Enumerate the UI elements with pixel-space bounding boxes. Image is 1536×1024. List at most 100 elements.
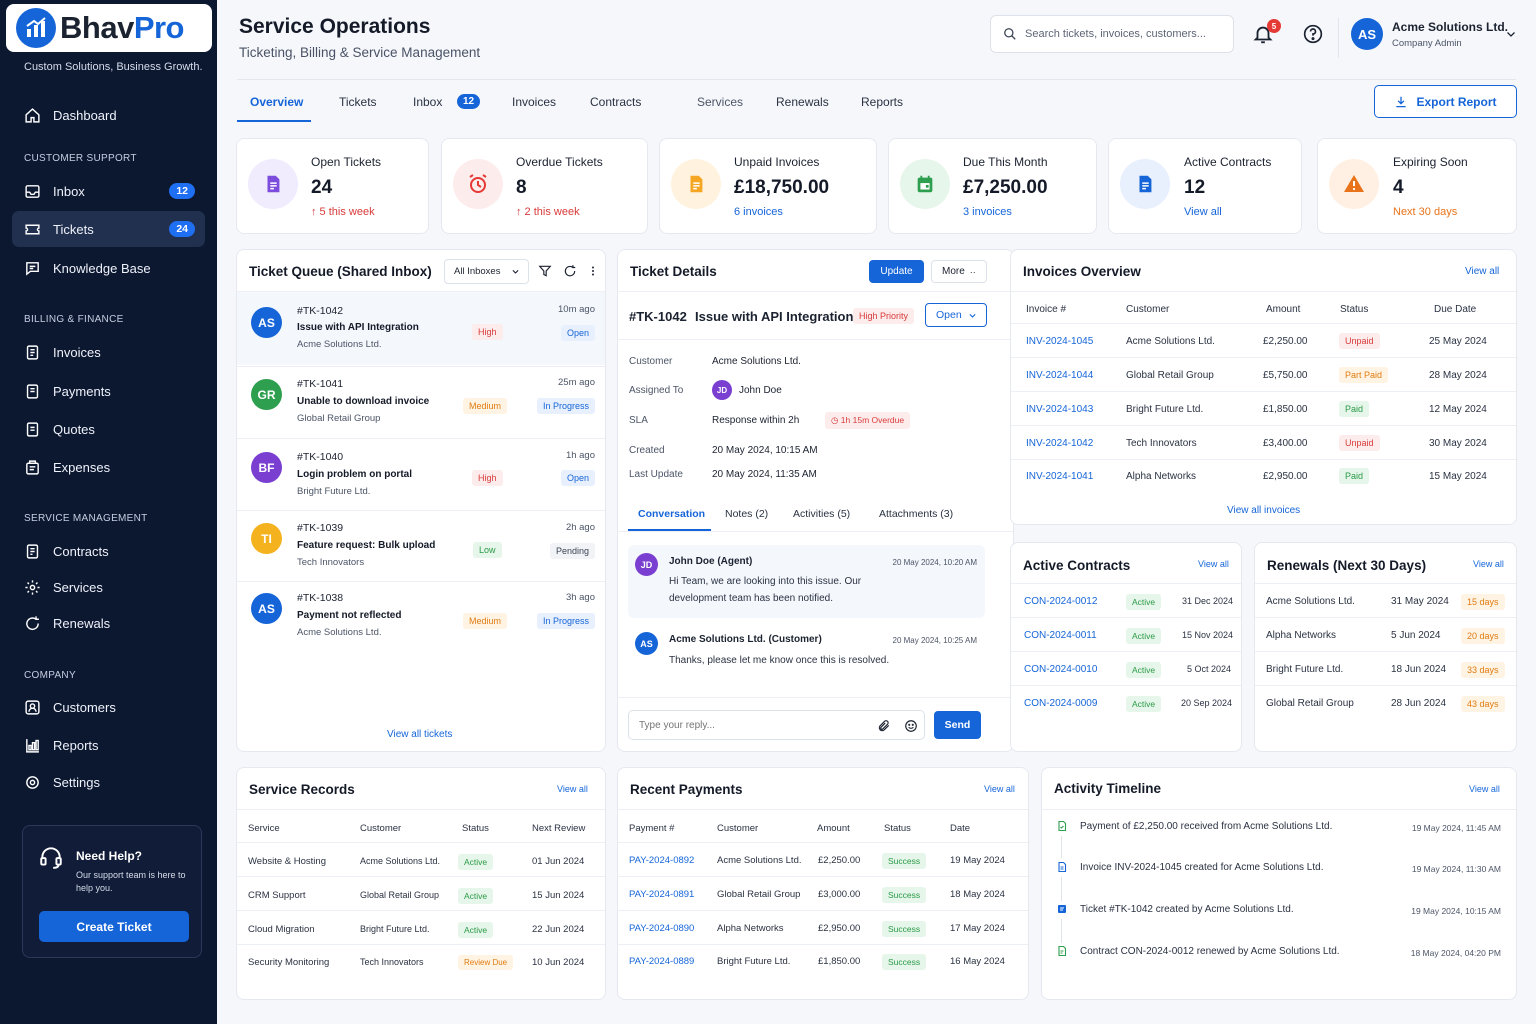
assignee-value: John Doe <box>739 385 782 396</box>
avatar: BF <box>251 452 282 483</box>
view-all-link[interactable]: View all <box>1469 784 1500 794</box>
tab-tickets[interactable]: Tickets <box>339 95 377 109</box>
invoice-link[interactable]: INV-2024-1044 <box>1026 370 1094 381</box>
payment-link[interactable]: PAY-2024-0891 <box>629 889 695 900</box>
sidebar-item-payments[interactable]: Payments <box>12 373 205 409</box>
contract-link[interactable]: CON-2024-0012 <box>1024 596 1098 607</box>
stat-sub-link[interactable]: 3 invoices <box>963 206 1012 218</box>
search-input[interactable] <box>1025 28 1215 40</box>
sidebar-item-knowledge-base[interactable]: Knowledge Base <box>12 250 205 286</box>
tab-renewals[interactable]: Renewals <box>776 95 829 109</box>
sidebar-item-customers[interactable]: Customers <box>12 689 205 725</box>
payment-link[interactable]: PAY-2024-0892 <box>629 855 695 866</box>
stat-sub-link[interactable]: 6 invoices <box>734 206 783 218</box>
view-all-tickets-link[interactable]: View all tickets <box>387 729 453 740</box>
table-cell: 01 Jun 2024 <box>532 856 585 867</box>
view-all-link[interactable]: View all <box>557 784 588 794</box>
view-all-link[interactable]: View all <box>1465 266 1500 277</box>
payment-link[interactable]: PAY-2024-0889 <box>629 956 695 967</box>
view-all-link[interactable]: View all <box>984 784 1015 794</box>
stat-sub-link[interactable]: View all <box>1184 206 1222 218</box>
divider <box>1011 291 1516 292</box>
user-name[interactable]: Acme Solutions Ltd. <box>1392 20 1509 34</box>
sidebar-item-inbox[interactable]: Inbox 12 <box>12 173 205 209</box>
emoji-icon[interactable] <box>904 719 918 733</box>
status-select[interactable]: Open <box>925 303 987 327</box>
inbox-filter-select[interactable]: All Inboxes <box>444 259 529 284</box>
sidebar-item-invoices[interactable]: Invoices <box>12 334 205 370</box>
message-customer: AS Acme Solutions Ltd. (Customer) 20 May… <box>628 625 985 680</box>
stat-trend: ↑ 2 this week <box>516 206 580 218</box>
invoice-link[interactable]: INV-2024-1041 <box>1026 471 1094 482</box>
reply-input[interactable] <box>629 719 859 731</box>
ticket-title[interactable]: Feature request: Bulk upload <box>297 540 436 551</box>
tab-activities[interactable]: Activities (5) <box>793 508 851 520</box>
stat-card-due-this-month[interactable]: Due This Month £7,250.00 3 invoices <box>888 138 1097 234</box>
ticket-title[interactable]: Unable to download invoice <box>297 396 430 407</box>
sidebar-item-reports[interactable]: Reports <box>12 727 205 763</box>
ticket-id[interactable]: #TK-1040 <box>297 451 344 463</box>
more-vertical-icon[interactable] <box>587 264 599 278</box>
update-button[interactable]: Update <box>869 260 924 283</box>
tab-inbox[interactable]: Inbox <box>413 95 443 109</box>
sidebar-item-renewals[interactable]: Renewals <box>12 605 205 641</box>
tab-contracts[interactable]: Contracts <box>590 95 642 109</box>
ticket-title[interactable]: Payment not reflected <box>297 610 402 621</box>
send-button[interactable]: Send <box>934 711 981 739</box>
stat-card-open-tickets[interactable]: Open Tickets 24 ↑ 5 this week <box>236 138 429 234</box>
ticket-time: 10m ago <box>558 304 595 315</box>
table-cell: 25 May 2024 <box>1429 336 1487 347</box>
view-all-invoices-link[interactable]: View all invoices <box>1227 505 1301 516</box>
ticket-id[interactable]: #TK-1041 <box>297 378 344 390</box>
tab-services[interactable]: Services <box>697 95 744 109</box>
brand-logo[interactable]: BhavPro <box>6 4 212 52</box>
bell-icon[interactable] <box>1252 23 1274 45</box>
sidebar-item-label: Services <box>53 579 103 595</box>
sidebar-item-tickets[interactable]: Tickets 24 <box>12 211 205 247</box>
reply-box[interactable] <box>628 710 925 740</box>
ticket-id[interactable]: #TK-1039 <box>297 522 344 534</box>
invoice-link[interactable]: INV-2024-1045 <box>1026 336 1094 347</box>
user-avatar[interactable]: AS <box>1351 18 1383 50</box>
payment-link[interactable]: PAY-2024-0890 <box>629 923 695 934</box>
view-all-link[interactable]: View all <box>1473 559 1504 569</box>
contract-link[interactable]: CON-2024-0011 <box>1024 630 1097 641</box>
filter-icon[interactable] <box>538 264 552 278</box>
stat-card-expiring-soon[interactable]: Expiring Soon 4 Next 30 days <box>1317 138 1517 234</box>
sidebar-item-quotes[interactable]: Quotes <box>12 411 205 447</box>
tab-invoices[interactable]: Invoices <box>512 95 557 109</box>
tab-conversation[interactable]: Conversation <box>638 508 706 520</box>
sidebar-item-services[interactable]: Services <box>12 569 205 605</box>
document-icon <box>267 175 280 193</box>
contract-link[interactable]: CON-2024-0010 <box>1024 664 1098 675</box>
stat-card-overdue-tickets[interactable]: Overdue Tickets 8 ↑ 2 this week <box>441 138 648 234</box>
chevron-down-icon[interactable] <box>1505 28 1517 40</box>
paperclip-icon[interactable] <box>877 719 891 733</box>
contract-link[interactable]: CON-2024-0009 <box>1024 698 1098 709</box>
stat-icon-bg <box>453 159 503 209</box>
tab-attachments[interactable]: Attachments (3) <box>879 508 954 520</box>
tab-notes[interactable]: Notes (2) <box>725 508 769 520</box>
create-ticket-button[interactable]: Create Ticket <box>39 911 189 942</box>
sidebar-item-contracts[interactable]: Contracts <box>12 533 205 569</box>
more-button[interactable]: More ·· <box>931 260 987 283</box>
help-icon[interactable] <box>1303 24 1323 44</box>
stat-card-active-contracts[interactable]: Active Contracts 12 View all <box>1108 138 1302 234</box>
invoice-link[interactable]: INV-2024-1042 <box>1026 438 1094 449</box>
ticket-customer: Tech Innovators <box>297 557 365 568</box>
export-report-button[interactable]: Export Report <box>1374 85 1517 118</box>
queue-row-selected[interactable] <box>237 292 605 365</box>
ticket-id[interactable]: #TK-1038 <box>297 592 344 604</box>
avatar: AS <box>251 307 282 338</box>
sidebar-item-dashboard[interactable]: Dashboard <box>12 97 205 133</box>
stat-card-unpaid-invoices[interactable]: Unpaid Invoices £18,750.00 6 invoices <box>659 138 877 234</box>
tab-reports[interactable]: Reports <box>861 95 904 109</box>
sidebar-item-settings[interactable]: Settings <box>12 764 205 800</box>
refresh-icon[interactable] <box>563 264 577 278</box>
ticket-title[interactable]: Login problem on portal <box>297 469 412 480</box>
sidebar-item-expenses[interactable]: Expenses <box>12 449 205 485</box>
search-box[interactable] <box>990 15 1234 53</box>
invoice-link[interactable]: INV-2024-1043 <box>1026 404 1094 415</box>
tab-overview[interactable]: Overview <box>250 95 304 109</box>
view-all-link[interactable]: View all <box>1198 559 1229 569</box>
